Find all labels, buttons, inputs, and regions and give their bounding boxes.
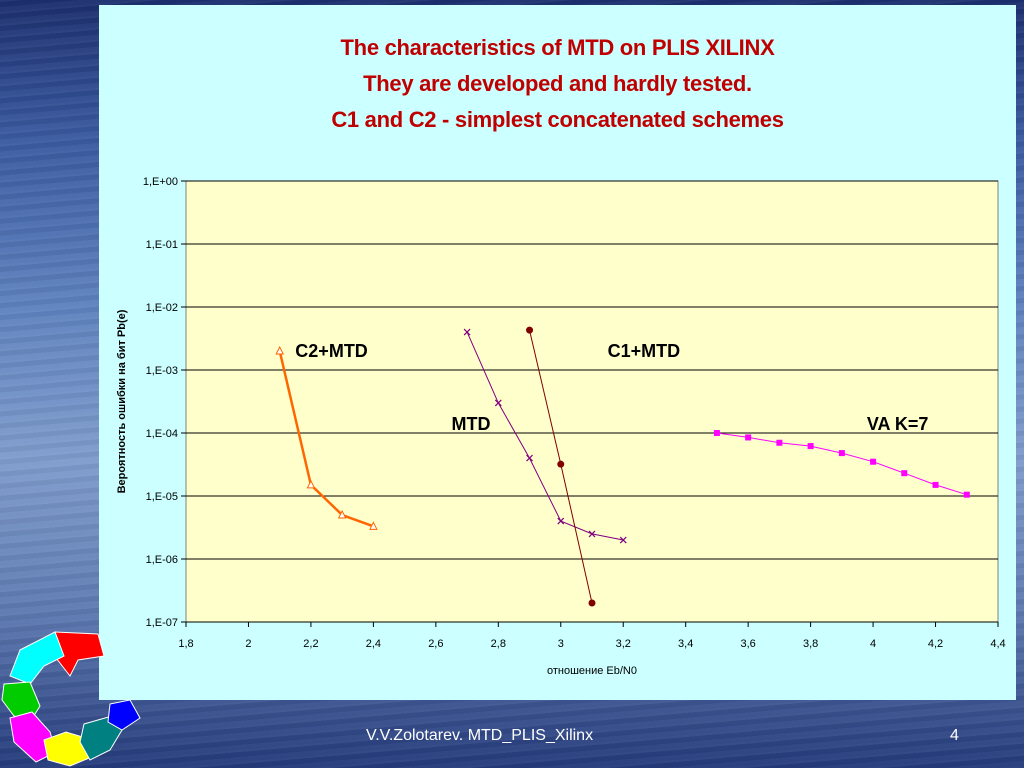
data-point-x bbox=[463, 328, 471, 336]
x-tick-label: 3,8 bbox=[803, 638, 818, 650]
data-point-square bbox=[807, 443, 814, 450]
data-point-square bbox=[745, 434, 752, 441]
y-tick-label: 1,E-04 bbox=[146, 428, 178, 440]
data-point-x bbox=[494, 399, 502, 407]
data-point-x bbox=[526, 454, 533, 462]
x-tick-label: 3,6 bbox=[741, 638, 756, 650]
x-tick-label: 2,4 bbox=[366, 638, 381, 650]
title-line-3: C1 and C2 - simplest concatenated scheme… bbox=[331, 107, 784, 132]
x-tick-label: 2,6 bbox=[428, 638, 443, 650]
y-tick-label: 1,E-01 bbox=[146, 239, 178, 251]
data-point-square bbox=[901, 470, 908, 477]
y-tick-label: 1,E-02 bbox=[146, 302, 178, 314]
y-tick-label: 1,E+00 bbox=[143, 176, 178, 188]
data-point-square bbox=[963, 491, 970, 498]
data-point-triangle bbox=[275, 345, 285, 355]
x-tick-label: 4,4 bbox=[990, 638, 1005, 650]
slide-number: 4 bbox=[950, 727, 959, 744]
x-tick-label: 2,8 bbox=[491, 638, 506, 650]
y-tick-label: 1,E-05 bbox=[146, 491, 178, 503]
series-annotation: VA K=7 bbox=[867, 414, 929, 434]
x-tick-label: 2,2 bbox=[303, 638, 318, 650]
data-point-square bbox=[713, 430, 720, 436]
x-tick-label: 2 bbox=[245, 638, 251, 650]
data-point-square bbox=[838, 450, 845, 457]
plot-area bbox=[185, 180, 999, 623]
title-line-2: They are developed and hardly tested. bbox=[363, 71, 752, 96]
x-tick-label: 4 bbox=[870, 638, 876, 650]
y-axis-label: Вероятность ошибки на бит Pb(e) bbox=[116, 309, 128, 493]
x-axis-label: отношение Eb/N0 bbox=[547, 665, 637, 677]
x-tick-label: 3 bbox=[558, 638, 564, 650]
series-line bbox=[466, 331, 624, 541]
x-tick-label: 4,2 bbox=[928, 638, 943, 650]
ber-chart: 1,E+00 1,E-01 1,E-02 1,E-03 1,E-04 1,E-05 1,E-… bbox=[116, 176, 1006, 677]
x-tick-label: 3,4 bbox=[678, 638, 693, 650]
data-point-circle bbox=[588, 599, 596, 607]
data-point-triangle bbox=[306, 479, 316, 489]
footer-author: V.V.Zolotarev. MTD_PLIS_Xilinx bbox=[366, 727, 594, 744]
data-point-circle bbox=[526, 326, 534, 334]
title-line-1: The characteristics of MTD on PLIS XILIN… bbox=[340, 35, 775, 60]
data-point-x bbox=[557, 517, 565, 525]
chart-title: The characteristics of MTD on PLIS XILIN… bbox=[99, 30, 1016, 138]
y-tick-label: 1,E-06 bbox=[146, 554, 178, 566]
series-annotation: C2+MTD bbox=[295, 341, 368, 361]
data-point-square bbox=[776, 439, 783, 446]
y-tick-label: 1,E-07 bbox=[146, 617, 178, 629]
data-point-triangle bbox=[337, 509, 347, 519]
x-tick-label: 3,2 bbox=[616, 638, 631, 650]
series-annotation: C1+MTD bbox=[608, 341, 681, 361]
y-tick-label: 1,E-03 bbox=[146, 365, 178, 377]
data-point-circle bbox=[557, 460, 565, 468]
data-point-x bbox=[619, 536, 627, 544]
data-point-square bbox=[932, 481, 939, 488]
data-point-x bbox=[588, 530, 596, 538]
x-tick-label: 1,8 bbox=[178, 638, 193, 650]
series-line bbox=[278, 350, 374, 528]
cycle-arrows-logo-icon bbox=[1, 631, 141, 767]
series-annotation: MTD bbox=[451, 414, 490, 434]
data-point-square bbox=[870, 458, 877, 465]
data-point-triangle bbox=[369, 521, 378, 530]
